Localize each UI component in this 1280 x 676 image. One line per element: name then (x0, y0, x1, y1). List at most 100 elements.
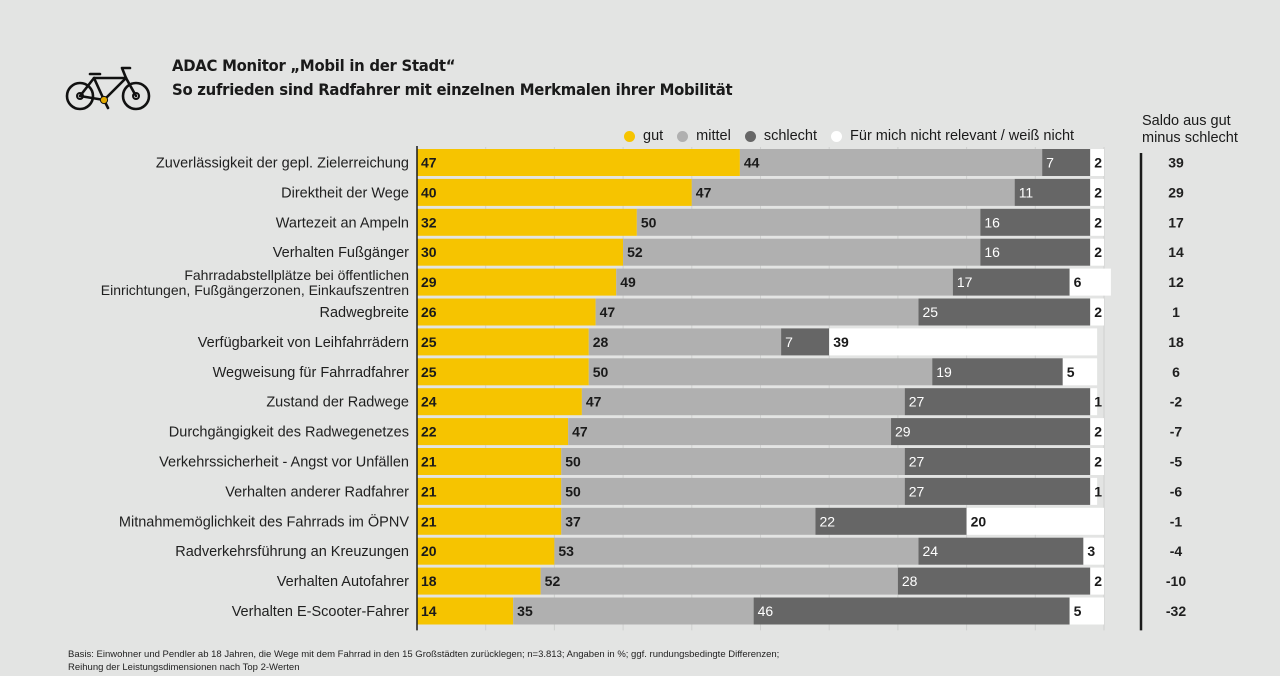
bar-segment-für (1090, 178, 1104, 206)
data-label: 46 (758, 603, 774, 619)
bar-segment-für (1062, 358, 1098, 386)
bar-segment-gut (417, 477, 562, 505)
footnote-line-2: Reihung der Leistungsdimensionen nach To… (68, 662, 300, 673)
saldo-value: -32 (1166, 603, 1186, 619)
data-label: 16 (984, 244, 1000, 260)
legend-label-mittel: mittel (696, 128, 731, 144)
footnote: Basis: Einwohner und Pendler ab 18 Jahre… (68, 648, 779, 674)
data-label: 27 (909, 483, 925, 499)
bar-segment-für (829, 328, 1098, 356)
data-label: 2 (1094, 244, 1102, 260)
bar-segment-gut (417, 208, 637, 236)
legend-swatch-gut (624, 130, 635, 142)
data-label: 19 (936, 364, 952, 380)
data-label: 27 (909, 394, 925, 410)
bar-segment-mittel (616, 268, 953, 296)
legend-swatch-schlecht (744, 130, 756, 142)
saldo-value: -7 (1170, 424, 1183, 440)
bar-segment-schlecht (918, 537, 1084, 565)
data-label: 25 (923, 304, 939, 320)
bar-segment-gut (417, 567, 541, 595)
bar-segment-gut (417, 268, 617, 296)
category-label: Direktheit der Wege (281, 185, 409, 201)
data-label: 28 (593, 334, 609, 350)
bar-segment-schlecht (1014, 178, 1091, 206)
data-label: 1 (1094, 394, 1102, 410)
bar-segment-mittel (588, 328, 782, 356)
bar-segment-gut (417, 178, 692, 206)
data-label: 16 (984, 214, 1000, 230)
bar-segment-schlecht (980, 208, 1091, 236)
saldo-value: -1 (1170, 513, 1183, 529)
bar-segment-gut (417, 238, 624, 266)
data-label: 2 (1094, 184, 1102, 200)
bar-segment-schlecht (904, 477, 1091, 505)
legend-item-nicht-relevant: Für mich nicht relevant / weiß nicht (831, 128, 1074, 144)
data-label: 5 (1067, 364, 1075, 380)
saldo-header-line-2: minus schlecht (1142, 130, 1238, 146)
bar-segment-für (1090, 149, 1104, 176)
legend-item-gut: gut (624, 128, 663, 144)
legend-label-nicht-relevant: Für mich nicht relevant / weiß nicht (850, 128, 1075, 144)
category-label: Zuverlässigkeit der gepl. Zielerreichung (156, 156, 409, 172)
legend-swatch-mittel (677, 130, 689, 142)
bar-segment-schlecht (1042, 149, 1091, 176)
category-label: Verfügbarkeit von Leihfahrrädern (198, 335, 409, 351)
category-label: Radverkehrsführung an Kreuzungen (175, 544, 409, 560)
data-label: 44 (744, 155, 760, 171)
data-label: 26 (421, 304, 437, 320)
legend-label-gut: gut (643, 128, 664, 144)
category-label: Verkehrssicherheit - Angst vor Unfällen (159, 455, 409, 471)
data-label: 2 (1094, 454, 1102, 470)
category-label: Fahrradabstellplätze bei öffentlichen (184, 267, 409, 283)
data-label: 25 (421, 364, 437, 380)
bar-segment-schlecht (904, 448, 1091, 475)
data-label: 24 (923, 543, 939, 559)
legend-item-schlecht: schlecht (744, 128, 818, 144)
bar-segment-für (966, 507, 1104, 535)
data-label: 52 (627, 244, 643, 260)
category-label: Mitnahmemöglichkeit des Fahrrads im ÖPNV (119, 512, 409, 530)
data-label: 7 (1046, 155, 1054, 171)
saldo-value: -4 (1170, 543, 1183, 559)
bar-segment-für (1090, 238, 1104, 266)
data-label: 29 (895, 424, 911, 440)
bar-segment-mittel (739, 149, 1043, 176)
data-label: 17 (957, 274, 973, 290)
bar-segment-gut (417, 328, 589, 356)
bar-segment-gut (417, 358, 589, 386)
bar-segment-mittel (561, 507, 816, 535)
saldo-value: 1 (1172, 304, 1180, 320)
bar-segment-mittel (540, 567, 898, 595)
bar-segment-schlecht (815, 507, 967, 535)
saldo-value: 17 (1168, 214, 1184, 230)
bar-segment-für (1090, 477, 1098, 505)
bar-segment-mittel (636, 208, 981, 236)
bar-segment-mittel (595, 298, 919, 326)
data-label: 29 (421, 274, 437, 290)
bar-segment-schlecht (897, 567, 1091, 595)
bar-segment-mittel (561, 477, 905, 505)
legend-label-schlecht: schlecht (763, 128, 818, 144)
bicycle-icon (65, 66, 151, 111)
data-label: 47 (696, 184, 712, 200)
saldo-value: -10 (1166, 573, 1186, 589)
bar-segment-schlecht (918, 298, 1091, 326)
bar-segment-gut (417, 507, 562, 535)
data-label: 52 (545, 573, 561, 589)
data-label: 47 (586, 394, 602, 410)
bar-segment-schlecht (980, 238, 1091, 266)
data-label: 21 (421, 454, 437, 470)
bar-segment-schlecht (753, 597, 1070, 625)
legend-item-mittel: mittel (677, 128, 731, 144)
category-label: Zustand der Radwege (266, 395, 409, 411)
saldo-value: 12 (1168, 274, 1184, 290)
data-label: 35 (517, 603, 533, 619)
data-label: 30 (421, 244, 437, 260)
saldo-value: -5 (1170, 454, 1183, 470)
bar-segment-mittel (588, 358, 933, 386)
data-label: 28 (902, 573, 918, 589)
data-label: 3 (1087, 543, 1095, 559)
data-label: 6 (1074, 274, 1082, 290)
saldo-value: 6 (1172, 364, 1180, 380)
